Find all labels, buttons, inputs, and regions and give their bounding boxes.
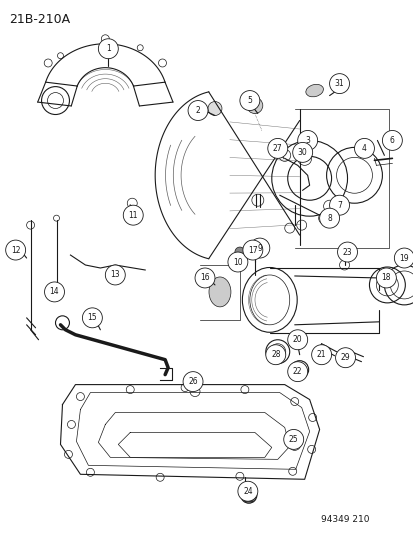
Circle shape: [195, 268, 214, 288]
Circle shape: [98, 39, 118, 59]
Circle shape: [329, 74, 349, 94]
Text: 7: 7: [336, 201, 341, 209]
Text: 4: 4: [361, 144, 366, 153]
Text: 12: 12: [11, 246, 20, 255]
Text: 26: 26: [188, 377, 197, 386]
Circle shape: [207, 102, 221, 116]
Circle shape: [297, 131, 317, 150]
Ellipse shape: [209, 277, 230, 307]
Text: 22: 22: [292, 367, 302, 376]
Text: 27: 27: [272, 144, 282, 153]
Circle shape: [287, 362, 307, 382]
Circle shape: [287, 330, 307, 350]
Circle shape: [337, 242, 357, 262]
Circle shape: [354, 139, 373, 158]
Circle shape: [228, 252, 247, 272]
Ellipse shape: [305, 84, 323, 97]
Text: 21: 21: [316, 350, 325, 359]
Text: 15: 15: [88, 313, 97, 322]
Circle shape: [82, 308, 102, 328]
Text: 8: 8: [326, 214, 331, 223]
Text: 19: 19: [399, 254, 408, 263]
Circle shape: [290, 331, 304, 345]
Text: 30: 30: [297, 148, 307, 157]
Circle shape: [45, 282, 64, 302]
Circle shape: [239, 91, 259, 110]
Circle shape: [382, 131, 401, 150]
Text: 17: 17: [247, 246, 257, 255]
Circle shape: [242, 240, 262, 260]
Text: 6: 6: [389, 136, 394, 145]
Circle shape: [292, 142, 312, 163]
Circle shape: [246, 98, 262, 114]
Circle shape: [267, 139, 287, 158]
Circle shape: [234, 247, 244, 257]
Text: 24: 24: [242, 487, 252, 496]
Circle shape: [6, 240, 26, 260]
Circle shape: [375, 268, 395, 288]
Circle shape: [240, 487, 256, 503]
Text: 1: 1: [106, 44, 110, 53]
Circle shape: [329, 195, 349, 215]
Text: 3: 3: [304, 136, 309, 145]
Text: 28: 28: [271, 350, 280, 359]
Text: 21B-210A: 21B-210A: [9, 13, 70, 26]
Text: 9: 9: [257, 244, 261, 253]
Text: 31: 31: [334, 79, 344, 88]
Circle shape: [188, 101, 207, 120]
Text: 25: 25: [288, 435, 298, 444]
Circle shape: [249, 238, 269, 258]
Text: 10: 10: [233, 257, 242, 266]
Text: 20: 20: [292, 335, 302, 344]
Text: 13: 13: [110, 270, 120, 279]
Circle shape: [394, 248, 413, 268]
Text: 29: 29: [340, 353, 349, 362]
Circle shape: [105, 265, 125, 285]
Text: 2: 2: [195, 106, 200, 115]
Circle shape: [319, 208, 339, 228]
Circle shape: [283, 430, 303, 449]
Circle shape: [183, 372, 202, 392]
Circle shape: [237, 481, 257, 501]
Text: 94349 210: 94349 210: [320, 515, 368, 524]
Text: 16: 16: [200, 273, 209, 282]
Text: 23: 23: [342, 247, 351, 256]
Circle shape: [123, 205, 143, 225]
Circle shape: [311, 345, 331, 365]
Circle shape: [335, 348, 355, 368]
Text: 14: 14: [50, 287, 59, 296]
Text: 5: 5: [247, 96, 252, 105]
Text: 11: 11: [128, 211, 138, 220]
Text: 18: 18: [381, 273, 390, 282]
Circle shape: [265, 345, 285, 365]
